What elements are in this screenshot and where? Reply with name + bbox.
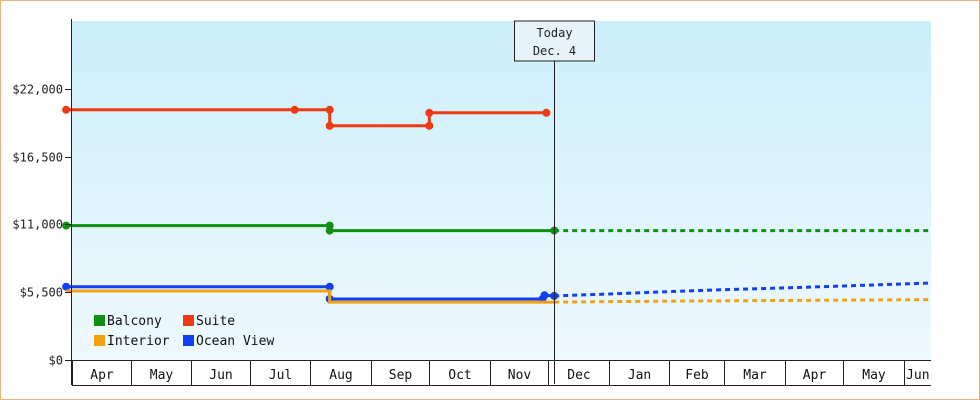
data-point-0-2	[325, 105, 334, 114]
legend-swatch-2	[94, 335, 105, 346]
x-tick-label-12: Apr	[803, 368, 827, 383]
plot-background	[72, 21, 931, 360]
data-point-0-5	[425, 108, 434, 117]
legend-swatch-1	[183, 315, 194, 326]
legend-label-1: Suite	[196, 314, 235, 329]
today-box	[514, 20, 595, 62]
data-point-0-3	[325, 121, 334, 130]
legend: Balcony Suite Interior Ocean View	[94, 314, 274, 349]
data-point-2-4	[540, 291, 549, 300]
x-tick-label-4: Aug	[329, 368, 352, 383]
x-tick-label-0: Apr	[90, 368, 114, 383]
legend-label-0: Balcony	[107, 314, 162, 329]
series-line-3	[66, 289, 555, 304]
legend-label-3: Ocean View	[196, 334, 274, 349]
data-point-0-6	[542, 108, 551, 117]
series-forecast-3	[554, 298, 932, 304]
x-tick-label-11: Mar	[743, 368, 767, 383]
x-tick-label-1: May	[150, 368, 174, 383]
y-tick-label-4: $22,000	[12, 83, 63, 97]
today-date: Dec. 4	[533, 44, 576, 58]
y-tick-label-1: $5,500	[20, 286, 63, 300]
today-label: Today	[536, 26, 572, 40]
x-tick-label-3: Jul	[269, 368, 292, 383]
series-layer	[62, 105, 932, 304]
legend-swatch-0	[94, 315, 105, 326]
x-tick-label-7: Nov	[508, 368, 532, 383]
data-point-0-4	[425, 121, 434, 130]
x-tick-label-8: Dec	[567, 368, 590, 383]
x-tick-label-6: Oct	[448, 368, 471, 383]
legend-label-2: Interior	[107, 334, 170, 349]
x-tick-label-5: Sep	[389, 368, 413, 383]
data-point-2-1	[325, 282, 334, 291]
data-point-0-1	[290, 105, 299, 114]
y-tick-label-3: $16,500	[12, 151, 63, 165]
axes: $0 $5,500 $11,000 $16,500 $22,000 Apr May Jun Ju…	[12, 19, 931, 386]
data-point-2-0	[62, 282, 71, 291]
y-tick-label-0: $0	[49, 354, 63, 368]
data-point-1-0	[62, 221, 71, 230]
legend-swatch-3	[183, 335, 194, 346]
x-tick-label-13: May	[862, 368, 886, 383]
x-tick-label-9: Jan	[628, 368, 651, 383]
x-tick-label-14: Jun	[906, 368, 929, 383]
series-forecast-2	[554, 281, 932, 298]
today-marker: Today Dec. 4	[514, 20, 595, 384]
data-point-0-0	[62, 105, 71, 114]
x-tick-label-2: Jun	[209, 368, 232, 383]
y-tick-label-2: $11,000	[12, 218, 63, 232]
data-point-1-2	[325, 226, 334, 235]
x-tick-label-10: Feb	[685, 368, 709, 383]
